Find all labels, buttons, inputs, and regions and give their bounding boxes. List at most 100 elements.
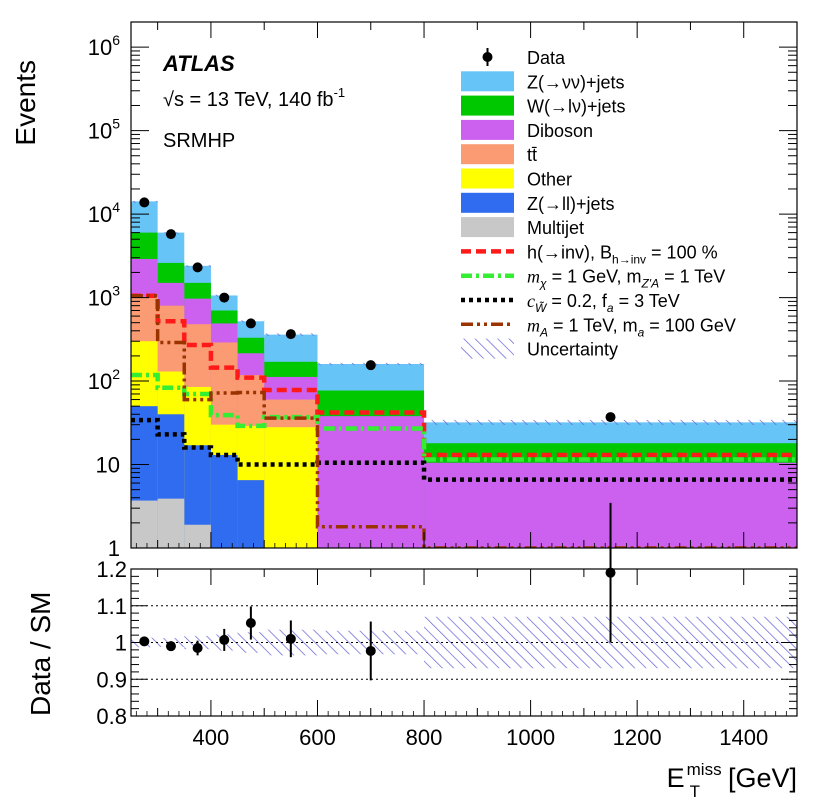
ratio-point-2 [192, 643, 203, 654]
ratio-point-1 [165, 641, 176, 652]
ratio-x-axis: 400 600 800 1000 1200 1400 [135, 569, 798, 750]
signal-name: c [527, 291, 535, 311]
ytick-label-exp: 2 [112, 366, 120, 382]
data-point-6 [365, 360, 376, 371]
ratio-ytick-label-2: 1 [115, 631, 127, 656]
data-point-5 [285, 329, 296, 340]
legend-swatch-6 [461, 217, 514, 238]
ytick-label-6: 106 [88, 32, 120, 60]
xtick-label-1: 600 [299, 725, 336, 750]
ytick-label-base: 10 [88, 202, 112, 227]
signal-tail: = 100 % [646, 242, 718, 262]
region-label: SRMHP [163, 130, 235, 152]
signal-tail2: = 1 TeV [659, 267, 725, 287]
signal-name: m [527, 267, 540, 287]
energy-label-text: √s = 13 TeV, 140 fb [163, 89, 334, 111]
signal-line-3 [131, 294, 797, 548]
xtick-label-4: 1200 [613, 725, 662, 750]
ratio-point-0 [139, 636, 150, 647]
legend-signal-label-1: mχ = 1 GeV, mZ'A = 1 TeV [527, 267, 725, 291]
xlabel-sup: miss [687, 760, 722, 779]
ytick-label-0: 1 [108, 536, 120, 561]
bar-other-5 [264, 427, 318, 548]
ytick-label-4: 104 [88, 199, 120, 227]
xtick-label-0: 400 [193, 725, 230, 750]
signal-sub: χ [539, 277, 547, 291]
ratio-point-6 [365, 645, 376, 656]
signal-sub: A [539, 325, 548, 339]
ratio-point-4 [245, 618, 256, 629]
legend-label-6: Multijet [527, 218, 584, 238]
bar-zlljets-4 [237, 480, 265, 548]
ratio-point-5 [285, 633, 296, 644]
xlabel-sub: T [690, 782, 700, 798]
legend-label-2: Diboson [527, 121, 593, 141]
ytick-label-exp: 4 [112, 199, 120, 215]
ratio-ylabel: Data / SM [25, 592, 56, 716]
legend-signal-label-3: mA = 1 TeV, ma = 100 GeV [527, 315, 736, 339]
bar-multijet-2 [184, 524, 211, 548]
ratio-gridlines [131, 605, 797, 680]
legend-signal-label-0: h(→inv), Bh→inv = 100 % [527, 242, 718, 266]
ratio-ytick-label-1: 0.9 [96, 667, 127, 692]
xtick-label-3: 1000 [506, 725, 555, 750]
legend-label-5: Z(→ll)+jets [527, 194, 615, 214]
data-point-4 [245, 318, 256, 329]
ratio-band-bin-4 [237, 632, 265, 653]
main-ylabel: Events [10, 60, 41, 146]
legend-swatch-4 [461, 168, 514, 189]
signal-curves [131, 293, 797, 548]
bar-zlljets-3 [210, 455, 238, 548]
ytick-label-1: 10 [96, 453, 120, 478]
ytick-label-2: 102 [88, 366, 120, 394]
signal-sub2: a [638, 325, 645, 339]
signal-name: h(→inv), B [527, 242, 612, 262]
legend-label-3: tt̄ [527, 145, 537, 165]
main-x-ticks [135, 22, 798, 548]
legend-data-label: Data [527, 48, 566, 68]
ytick-label-5: 105 [88, 116, 120, 144]
data-point-7 [605, 412, 616, 423]
ytick-label-base: 10 [88, 369, 112, 394]
ratio-y-axis: 0.8 0.9 1 1.1 1.2 [96, 557, 797, 729]
ytick-label-base: 10 [88, 286, 112, 311]
signal-tail: = 1 TeV, m [548, 315, 638, 335]
xlabel-e: E [667, 763, 685, 793]
ratio-point-3 [219, 634, 230, 645]
data-point-3 [219, 292, 230, 303]
data-point-1 [165, 229, 176, 240]
signal-tail2: = 3 TeV [614, 291, 680, 311]
legend-label-0: Z(→νν)+jets [527, 72, 625, 92]
energy-label: √s = 13 TeV, 140 fb-1 [163, 85, 345, 111]
signal-sub2: a [607, 301, 614, 315]
signal-sub2: Z'A [640, 277, 659, 291]
legend-signal-label-2: cW̃ = 0.2, fa = 3 TeV [527, 291, 680, 315]
atlas-label: ATLAS [162, 51, 235, 76]
data-point-0 [139, 197, 150, 208]
ytick-label-base: 10 [96, 453, 120, 478]
legend-swatch-3 [461, 144, 514, 165]
legend-swatch-2 [461, 119, 514, 140]
legend: Data Z(→νν)+jets W(→lν)+jets Diboson tt̄ Othe… [461, 48, 736, 360]
signal-line-2 [131, 417, 797, 482]
legend-swatch-5 [461, 192, 514, 213]
ytick-label-exp: 5 [112, 116, 120, 132]
signal-tail2: = 100 GeV [644, 315, 736, 335]
ratio-points [139, 502, 616, 681]
signal-tail: = 1 GeV, m [547, 267, 642, 287]
legend-uncertainty-swatch [461, 338, 514, 359]
main-frame [130, 21, 798, 549]
ytick-label-exp: 6 [112, 32, 120, 48]
ratio-ytick-label-4: 1.2 [96, 557, 127, 582]
legend-label-1: W(→lν)+jets [527, 97, 626, 117]
signal-sub: h→inv [612, 252, 646, 266]
signal-sub: W̃ [535, 300, 548, 315]
xtick-label-2: 800 [406, 725, 443, 750]
data-points [139, 197, 616, 423]
signal-tail: = 0.2, f [546, 291, 608, 311]
xlabel-unit: [GeV] [728, 763, 797, 793]
signal-name: m [527, 315, 540, 335]
